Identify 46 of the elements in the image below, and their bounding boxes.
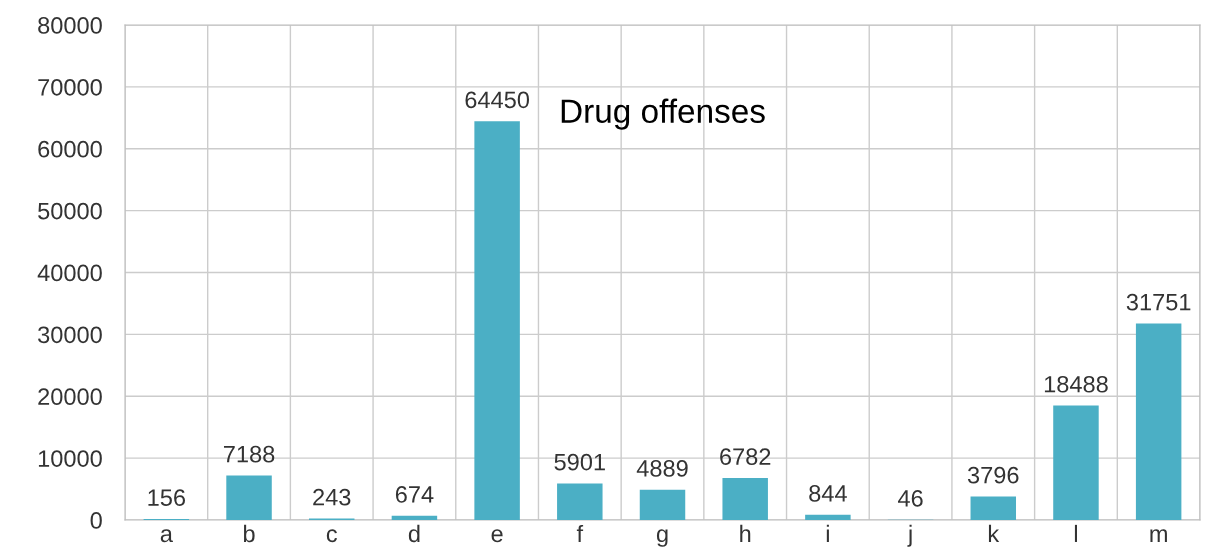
bar bbox=[226, 475, 272, 520]
data-label: 64450 bbox=[465, 91, 530, 109]
x-tick-label: i bbox=[826, 524, 829, 542]
y-tick-label: 50000 bbox=[38, 202, 102, 220]
y-tick-label: 70000 bbox=[38, 78, 102, 96]
bar bbox=[557, 483, 603, 520]
data-label: 243 bbox=[313, 488, 351, 506]
y-tick-label: 10000 bbox=[38, 450, 102, 467]
x-tick-label: a bbox=[160, 529, 173, 543]
bar bbox=[1135, 323, 1182, 520]
data-label: 31751 bbox=[1126, 293, 1191, 311]
x-tick-label: c bbox=[326, 529, 338, 543]
x-tick-label: j bbox=[907, 524, 912, 547]
data-label: 4889 bbox=[636, 460, 688, 477]
data-label: 5901 bbox=[554, 453, 605, 471]
bar bbox=[391, 515, 438, 520]
data-label: 46 bbox=[897, 490, 923, 507]
data-label: 674 bbox=[395, 486, 434, 503]
x-tick-label: d bbox=[408, 524, 420, 543]
data-label: 156 bbox=[148, 489, 186, 507]
bar bbox=[474, 121, 520, 520]
x-tick-label: m bbox=[1150, 529, 1167, 542]
data-label: 844 bbox=[809, 485, 847, 502]
x-tick-label: l bbox=[1074, 524, 1078, 542]
y-tick-label: 80000 bbox=[38, 17, 102, 34]
data-label: 18488 bbox=[1044, 375, 1108, 393]
y-tick-label: 40000 bbox=[37, 264, 102, 282]
bar bbox=[639, 489, 686, 520]
text: Drug offenses bbox=[561, 98, 765, 130]
x-tick-label: f bbox=[576, 524, 584, 542]
y-tick-label: 20000 bbox=[38, 388, 102, 406]
y-tick-label: 60000 bbox=[38, 140, 102, 158]
bar bbox=[970, 496, 1017, 520]
bar bbox=[805, 514, 851, 520]
x-tick-label: h bbox=[740, 524, 751, 542]
data-label: 3796 bbox=[967, 466, 1019, 484]
x-tick-label: e bbox=[491, 529, 503, 543]
y-tick-label: 30000 bbox=[38, 326, 102, 344]
bar bbox=[1053, 405, 1099, 520]
y-tick-label: 0 bbox=[90, 512, 102, 529]
x-tick-label: g bbox=[656, 529, 668, 547]
data-label: 7188 bbox=[223, 445, 275, 463]
bar bbox=[722, 478, 768, 520]
data-label: 6782 bbox=[720, 448, 771, 466]
x-tick-label: k bbox=[988, 524, 1000, 542]
x-tick-label: b bbox=[244, 524, 255, 543]
